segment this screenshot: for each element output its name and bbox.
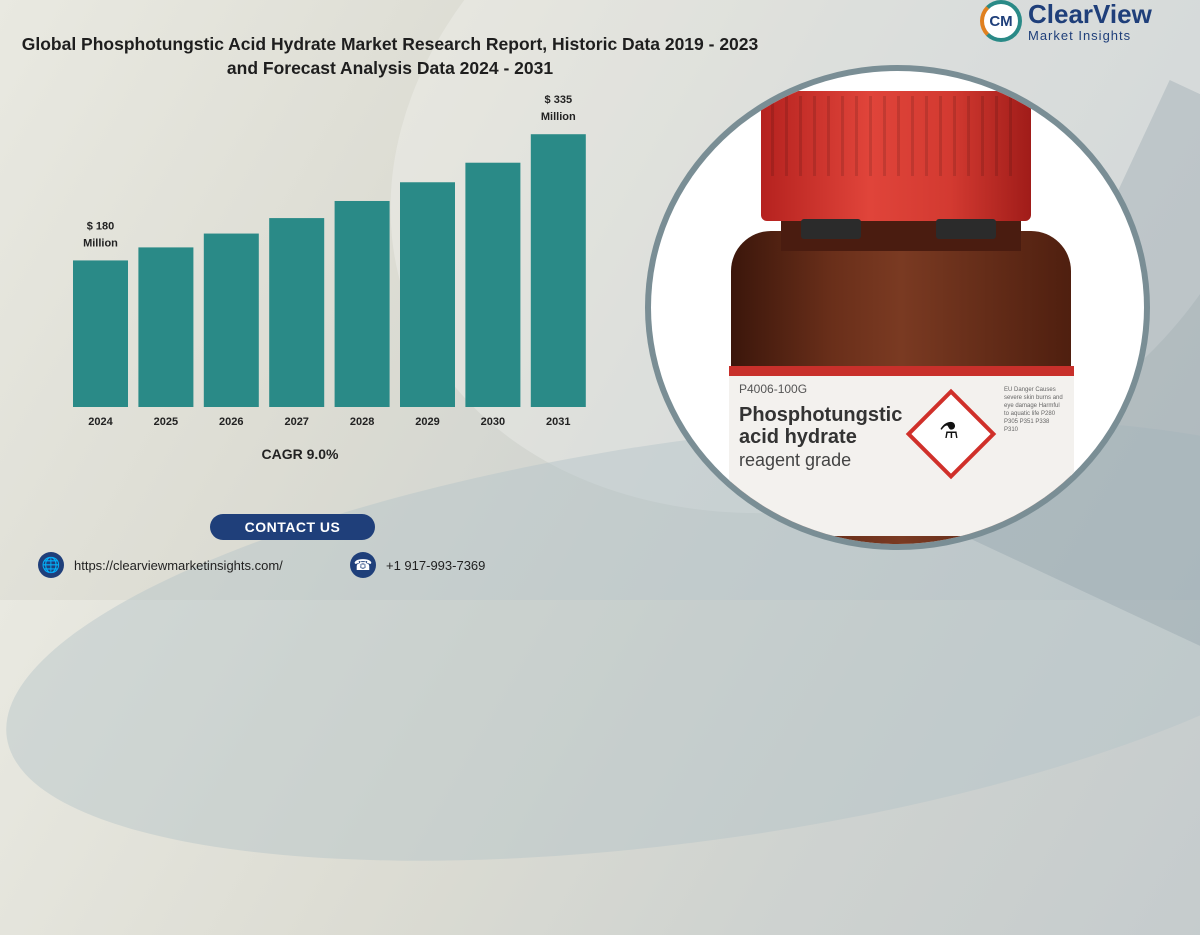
globe-icon: 🌐 bbox=[38, 552, 64, 578]
logo-mark-icon: CM bbox=[980, 0, 1022, 42]
x-tick-label: 2030 bbox=[481, 416, 505, 428]
data-label-unit: Million bbox=[83, 237, 118, 249]
bar-2026 bbox=[203, 233, 259, 407]
bar-2029 bbox=[400, 182, 455, 407]
data-label-unit: Million bbox=[541, 111, 576, 123]
product-photo-frame: P4006-100G Phosphotungstic acid hydrate … bbox=[645, 65, 1150, 550]
x-tick-label: 2026 bbox=[219, 416, 243, 428]
x-tick-label: 2024 bbox=[88, 416, 113, 428]
cap-slot bbox=[801, 219, 861, 239]
cap-ribs bbox=[771, 96, 1021, 176]
x-tick-label: 2025 bbox=[154, 416, 178, 428]
cagr-label: CAGR 9.0% bbox=[261, 446, 339, 462]
label-grade: reagent grade bbox=[739, 450, 852, 470]
bottle-cap bbox=[761, 91, 1031, 221]
x-tick-label: 2028 bbox=[350, 416, 374, 428]
brand-logo: CM ClearView Market Insights bbox=[980, 0, 1152, 42]
bar-2031 bbox=[530, 134, 586, 407]
cap-slot bbox=[936, 219, 996, 239]
logo-subtitle: Market Insights bbox=[1028, 27, 1132, 43]
bar-chart: 2024 2025 2026 2027 2028 2029 2030 2031 $ 180 Mil… bbox=[73, 94, 586, 428]
website-link[interactable]: https://clearviewmarketinsights.com/ bbox=[74, 557, 283, 573]
report-title: Global Phosphotungstic Acid Hydrate Mark… bbox=[21, 34, 759, 78]
bar-2030 bbox=[465, 162, 521, 407]
x-tick-label: 2027 bbox=[284, 416, 308, 428]
label-fine-print: EU Danger Causes severe skin burns and e… bbox=[1004, 387, 1063, 433]
telephone-icon: ☎ bbox=[350, 552, 376, 578]
bar-2024 bbox=[73, 260, 128, 407]
bar-2025 bbox=[138, 247, 194, 407]
bottle-label: P4006-100G Phosphotungstic acid hydrate … bbox=[729, 366, 1074, 536]
contact-us-button[interactable]: CONTACT US bbox=[210, 514, 375, 540]
hazard-glyph-icon: ⚗ bbox=[939, 418, 959, 443]
phone-contact[interactable]: ☎ +1 917-993-7369 bbox=[350, 552, 485, 578]
product-photo: P4006-100G Phosphotungstic acid hydrate … bbox=[651, 71, 1144, 544]
data-label-value: $ 335 bbox=[545, 94, 573, 106]
logo-name: ClearView bbox=[1028, 0, 1152, 29]
x-tick-label: 2029 bbox=[415, 416, 439, 428]
bar-2027 bbox=[269, 218, 325, 407]
label-product-name: Phosphotungstic acid hydrate bbox=[739, 404, 903, 448]
phone-number[interactable]: +1 917-993-7369 bbox=[386, 557, 486, 573]
label-stripe bbox=[729, 366, 1074, 376]
data-label-value: $ 180 bbox=[87, 220, 115, 232]
website-contact[interactable]: 🌐 https://clearviewmarketinsights.com/ bbox=[38, 552, 283, 578]
x-tick-label: 2031 bbox=[546, 416, 570, 428]
label-product-code: P4006-100G bbox=[739, 382, 808, 396]
bar-2028 bbox=[334, 200, 390, 407]
